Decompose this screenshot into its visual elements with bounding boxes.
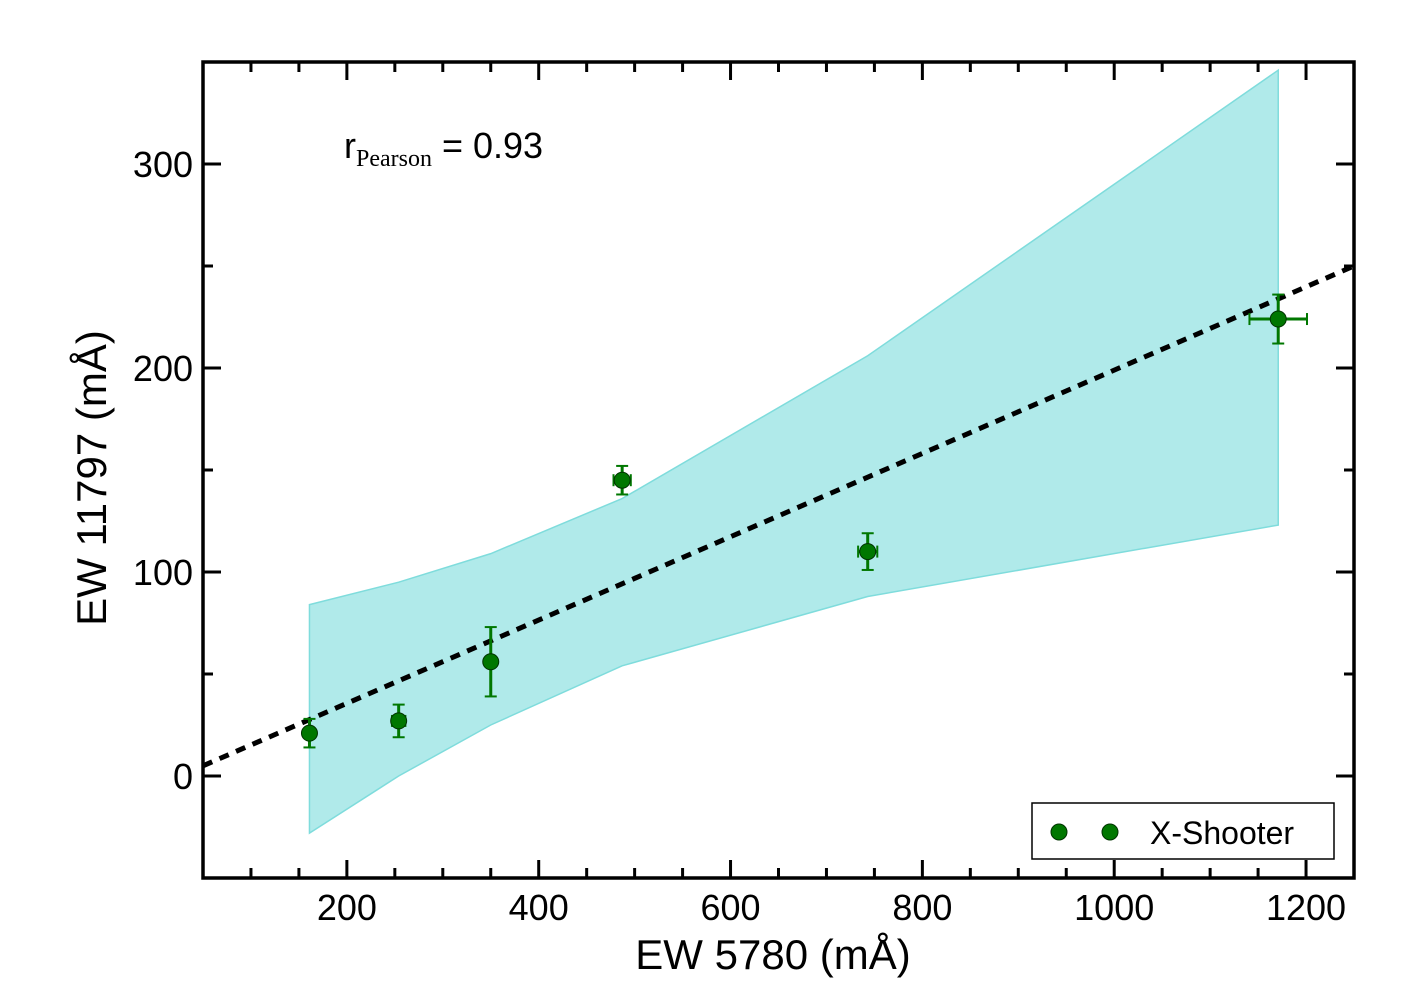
y-tick-label: 200 [133, 348, 193, 389]
legend-marker-1 [1050, 823, 1068, 841]
x-tick-label: 600 [701, 887, 761, 928]
data-point-6 [1248, 293, 1309, 345]
marker [859, 543, 877, 561]
legend: X-Shooter [1031, 802, 1335, 860]
data-point-1 [300, 717, 318, 749]
marker [390, 712, 408, 730]
confidence-band-layer [308, 68, 1279, 835]
confidence-band [308, 68, 1279, 835]
data-point-5 [857, 532, 879, 571]
legend-label: X-Shooter [1150, 815, 1294, 851]
fit-line [202, 263, 1355, 769]
x-tick-label: 200 [317, 887, 377, 928]
annotation-value: = 0.93 [432, 125, 543, 166]
data-point-2 [390, 703, 408, 739]
data-point-3 [482, 626, 500, 698]
marker [300, 724, 318, 742]
y-tick-label: 300 [133, 144, 193, 185]
annotation-subscript: Pearson [356, 146, 432, 172]
data-points-layer [300, 293, 1309, 749]
x-tick-label: 800 [892, 887, 952, 928]
marker [613, 471, 631, 489]
x-tick-label: 400 [509, 887, 569, 928]
legend-marker-2 [1101, 823, 1119, 841]
y-tick-label: 0 [173, 756, 193, 797]
y-axis-title: EW 11797 (mÅ) [68, 330, 115, 626]
x-tick-label: 1200 [1266, 887, 1346, 928]
y-tick-label: 100 [133, 552, 193, 593]
axis-ticks-layer: 200 400 600 800 1000 1200 0 100 200 300 [133, 60, 1356, 928]
x-axis-title: EW 5780 (mÅ) [635, 931, 910, 978]
legend-box [1031, 802, 1335, 860]
marker [1269, 310, 1287, 328]
marker [482, 653, 500, 671]
data-point-4 [612, 464, 632, 496]
annotation-pearson: rPearson = 0.93 [344, 125, 543, 172]
fit-line-layer [202, 263, 1355, 769]
annotation-r: r [344, 125, 356, 166]
x-tick-label: 1000 [1074, 887, 1154, 928]
